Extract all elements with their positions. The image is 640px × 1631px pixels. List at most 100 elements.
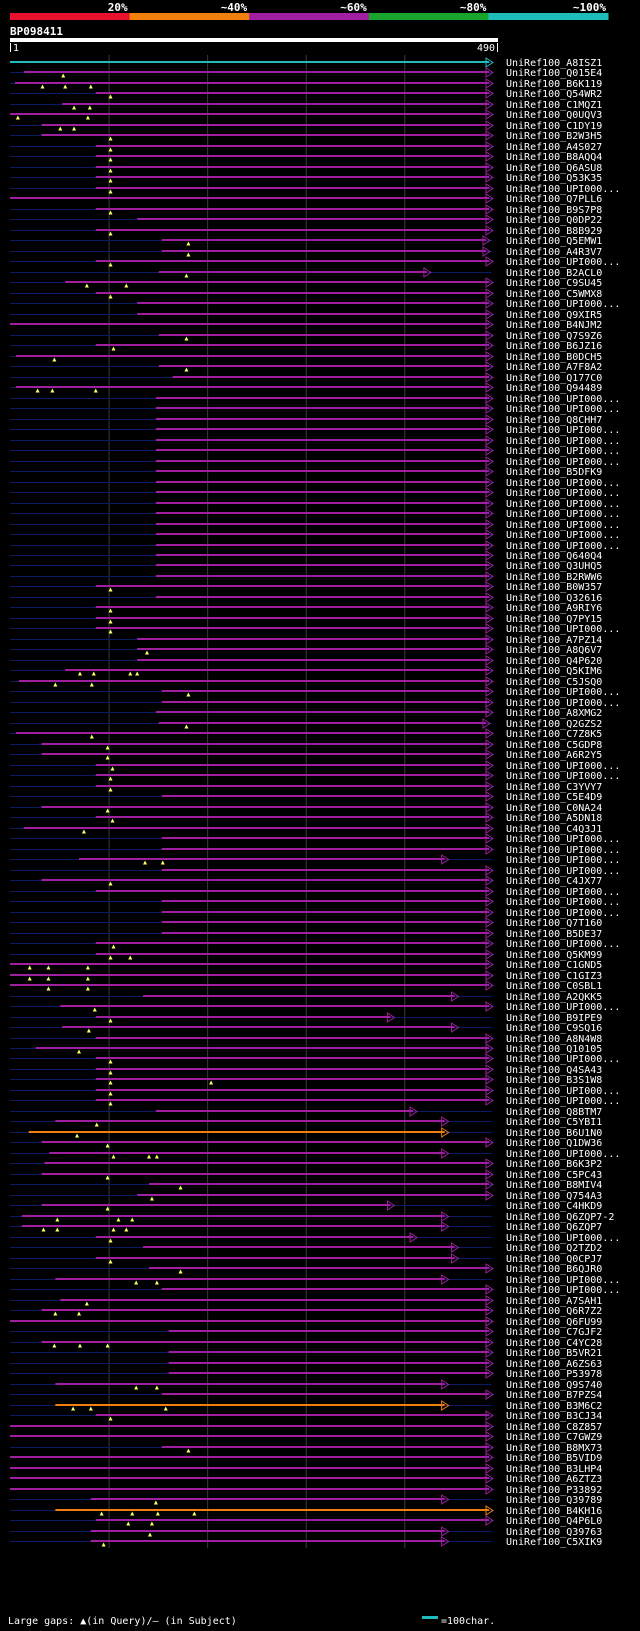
hit-row[interactable]: UniRef100_Q3UHQ5 bbox=[10, 560, 602, 572]
hit-label[interactable]: UniRef100_Q6R7Z2 bbox=[506, 1306, 602, 1317]
hit-label[interactable]: UniRef100_B2RWW6 bbox=[506, 572, 602, 583]
hit-row[interactable]: UniRef100_A8Q6V7 bbox=[10, 644, 602, 656]
hit-label[interactable]: UniRef100_B5VR21 bbox=[506, 1348, 602, 1359]
hit-row[interactable]: UniRef100_UPI000... bbox=[10, 1085, 620, 1097]
hit-row[interactable]: UniRef100_A4R3V7 bbox=[10, 246, 602, 258]
hit-row[interactable]: UniRef100_C5YBI1 bbox=[10, 1116, 602, 1128]
hit-label[interactable]: UniRef100_C0SBL1 bbox=[506, 981, 602, 992]
hit-label[interactable]: UniRef100_UPI000... bbox=[506, 897, 620, 908]
hit-label[interactable]: UniRef100_A7PZ14 bbox=[506, 635, 602, 646]
hit-label[interactable]: UniRef100_Q5KIM6 bbox=[506, 666, 602, 677]
hit-row[interactable]: UniRef100_B7PZS4 bbox=[10, 1389, 602, 1401]
hit-label[interactable]: UniRef100_C0NA24 bbox=[506, 803, 602, 814]
hit-label[interactable]: UniRef100_Q6ZQP7 bbox=[506, 1222, 602, 1233]
hit-row[interactable]: UniRef100_B0W357 bbox=[10, 581, 602, 593]
hit-row[interactable]: UniRef100_C7Z8K5 bbox=[10, 728, 602, 740]
hit-row[interactable]: UniRef100_UPI000... bbox=[10, 854, 620, 866]
hit-row[interactable]: UniRef100_A6ZTZ3 bbox=[10, 1473, 602, 1485]
hit-row[interactable]: UniRef100_Q6ZQP7-2 bbox=[10, 1211, 614, 1223]
hit-label[interactable]: UniRef100_A4R3V7 bbox=[506, 247, 602, 258]
hit-row[interactable]: UniRef100_Q640Q4 bbox=[10, 550, 602, 562]
hit-label[interactable]: UniRef100_Q53K35 bbox=[506, 173, 602, 184]
hit-label[interactable]: UniRef100_Q8BTM7 bbox=[506, 1107, 602, 1118]
hit-row[interactable]: UniRef100_A8XMG2 bbox=[10, 707, 602, 719]
hit-row[interactable]: UniRef100_Q5EMW1 bbox=[10, 235, 602, 247]
hit-row[interactable]: UniRef100_Q7S9Z6 bbox=[10, 330, 602, 342]
hit-label[interactable]: UniRef100_UPI000... bbox=[506, 1002, 620, 1013]
hit-label[interactable]: UniRef100_UPI000... bbox=[506, 1096, 620, 1107]
hit-row[interactable]: UniRef100_UPI000... bbox=[10, 844, 620, 856]
hit-row[interactable]: UniRef100_C1MQZ1 bbox=[10, 99, 602, 111]
hit-label[interactable]: UniRef100_C9SQ16 bbox=[506, 1023, 602, 1034]
hit-label[interactable]: UniRef100_UPI000... bbox=[506, 1285, 620, 1296]
hit-label[interactable]: UniRef100_Q6ZQP7-2 bbox=[506, 1212, 614, 1223]
hit-label[interactable]: UniRef100_B5DFK9 bbox=[506, 467, 602, 478]
hit-label[interactable]: UniRef100_Q7T160 bbox=[506, 918, 602, 929]
hit-label[interactable]: UniRef100_UPI000... bbox=[506, 761, 620, 772]
hit-label[interactable]: UniRef100_Q754A3 bbox=[506, 1191, 602, 1202]
hit-row[interactable]: UniRef100_Q39763 bbox=[10, 1526, 602, 1538]
hit-label[interactable]: UniRef100_UPI000... bbox=[506, 939, 620, 950]
hit-row[interactable]: UniRef100_A6ZS63 bbox=[10, 1358, 602, 1370]
hit-label[interactable]: UniRef100_UPI000... bbox=[506, 509, 620, 520]
hit-label[interactable]: UniRef100_Q0DP22 bbox=[506, 215, 602, 226]
hit-row[interactable]: UniRef100_Q754A3 bbox=[10, 1190, 602, 1202]
hit-label[interactable]: UniRef100_C1MQZ1 bbox=[506, 100, 602, 111]
hit-row[interactable]: UniRef100_A7PZ14 bbox=[10, 634, 602, 646]
hit-label[interactable]: UniRef100_Q10105 bbox=[506, 1044, 602, 1055]
hit-row[interactable]: UniRef100_B6U1N0 bbox=[10, 1127, 602, 1139]
hit-row[interactable]: UniRef100_Q9S740 bbox=[10, 1379, 602, 1391]
hit-label[interactable]: UniRef100_UPI000... bbox=[506, 1149, 620, 1160]
hit-label[interactable]: UniRef100_B6JZ16 bbox=[506, 341, 602, 352]
hit-row[interactable]: UniRef100_Q015E4 bbox=[10, 67, 602, 79]
hit-label[interactable]: UniRef100_UPI000... bbox=[506, 866, 620, 877]
hit-label[interactable]: UniRef100_Q7PY15 bbox=[506, 614, 602, 625]
hit-row[interactable]: UniRef100_B2W3H5 bbox=[10, 130, 602, 142]
hit-label[interactable]: UniRef100_C7Z8K5 bbox=[506, 729, 602, 740]
hit-label[interactable]: UniRef100_Q6ASU8 bbox=[506, 163, 602, 174]
hit-row[interactable]: UniRef100_C5PC43 bbox=[10, 1169, 602, 1181]
hit-label[interactable]: UniRef100_C5XIK9 bbox=[506, 1537, 602, 1548]
hit-label[interactable]: UniRef100_B9IPE9 bbox=[506, 1013, 602, 1024]
hit-row[interactable]: UniRef100_UPI000... bbox=[10, 623, 620, 635]
hit-row[interactable]: UniRef100_B3M6C2 bbox=[10, 1400, 602, 1412]
hit-label[interactable]: UniRef100_C7GWZ9 bbox=[506, 1432, 602, 1443]
hit-row[interactable]: UniRef100_Q4SA43 bbox=[10, 1064, 602, 1076]
hit-label[interactable]: UniRef100_B8MX73 bbox=[506, 1443, 602, 1454]
hit-label[interactable]: UniRef100_Q3UHQ5 bbox=[506, 561, 602, 572]
hit-label[interactable]: UniRef100_B5DE37 bbox=[506, 929, 602, 940]
hit-row[interactable]: UniRef100_Q0DP22 bbox=[10, 214, 602, 226]
hit-row[interactable]: UniRef100_Q4P6L0 bbox=[10, 1515, 602, 1527]
hit-label[interactable]: UniRef100_UPI000... bbox=[506, 698, 620, 709]
hit-row[interactable]: UniRef100_B8B929 bbox=[10, 225, 602, 237]
hit-label[interactable]: UniRef100_Q0CPJ7 bbox=[506, 1254, 602, 1265]
hit-row[interactable]: UniRef100_Q0CPJ7 bbox=[10, 1253, 602, 1265]
hit-row[interactable]: UniRef100_A7SAH1 bbox=[10, 1295, 602, 1307]
hit-row[interactable]: UniRef100_C4JX77 bbox=[10, 875, 602, 887]
hit-row[interactable]: UniRef100_C9SU45 bbox=[10, 277, 602, 289]
hit-label[interactable]: UniRef100_Q9S740 bbox=[506, 1380, 602, 1391]
hit-label[interactable]: UniRef100_C1GND5 bbox=[506, 960, 602, 971]
hit-label[interactable]: UniRef100_UPI000... bbox=[506, 845, 620, 856]
hit-row[interactable]: UniRef100_UPI000... bbox=[10, 403, 620, 415]
hit-row[interactable]: UniRef100_UPI000... bbox=[10, 697, 620, 709]
hit-row[interactable]: UniRef100_UPI000... bbox=[10, 938, 620, 950]
hit-label[interactable]: UniRef100_A2QKK5 bbox=[506, 992, 602, 1003]
hit-label[interactable]: UniRef100_A7F8A2 bbox=[506, 362, 602, 373]
hit-row[interactable]: UniRef100_B3S1W8 bbox=[10, 1074, 602, 1086]
hit-row[interactable]: UniRef100_UPI000... bbox=[10, 1284, 620, 1296]
hit-label[interactable]: UniRef100_UPI000... bbox=[506, 1275, 620, 1286]
hit-row[interactable]: UniRef100_UPI000... bbox=[10, 519, 620, 531]
hit-row[interactable]: UniRef100_B6QJR0 bbox=[10, 1263, 602, 1275]
hit-row[interactable]: UniRef100_B0DCH5 bbox=[10, 351, 602, 363]
hit-row[interactable]: UniRef100_UPI000... bbox=[10, 529, 620, 541]
hit-label[interactable]: UniRef100_C8Z857 bbox=[506, 1422, 602, 1433]
hit-label[interactable]: UniRef100_UPI000... bbox=[506, 394, 620, 405]
hit-row[interactable]: UniRef100_UPI000... bbox=[10, 833, 620, 845]
hit-label[interactable]: UniRef100_UPI000... bbox=[506, 499, 620, 510]
hit-label[interactable]: UniRef100_UPI000... bbox=[506, 436, 620, 447]
hit-label[interactable]: UniRef100_UPI000... bbox=[506, 478, 620, 489]
hit-label[interactable]: UniRef100_C4Q3J1 bbox=[506, 824, 602, 835]
hit-row[interactable]: UniRef100_Q7PLL6 bbox=[10, 193, 602, 205]
hit-row[interactable]: UniRef100_B5DFK9 bbox=[10, 466, 602, 478]
